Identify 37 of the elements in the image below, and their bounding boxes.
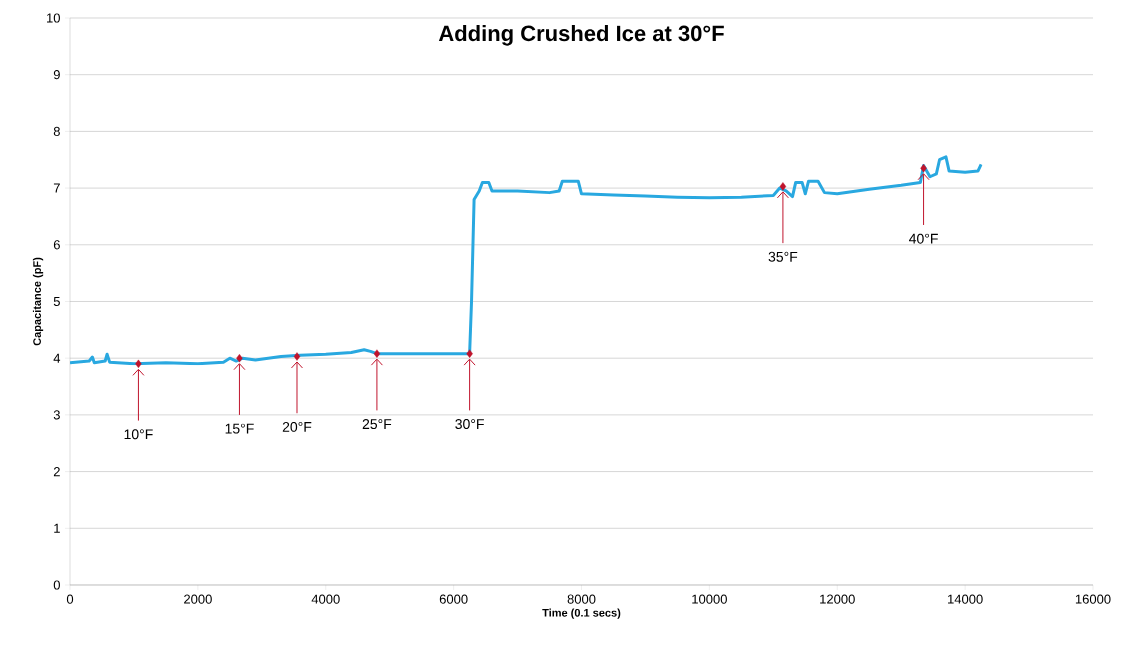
annotation: 35°F	[768, 251, 798, 262]
point	[466, 349, 473, 358]
x-axis-title: Time (0.1 secs)	[542, 608, 621, 619]
y-tick-label: 6	[53, 240, 60, 250]
x-tick-label: 8000	[567, 594, 596, 604]
chart-title: Adding Crushed Ice at 30°F	[438, 25, 724, 46]
y-tick-label: 3	[53, 410, 60, 420]
annotation: 10°F	[124, 429, 153, 440]
y-tick-label: 0	[53, 580, 60, 590]
y-axis-title: Capacitance (pF)	[32, 257, 44, 346]
annotation: 30°F	[455, 419, 484, 430]
annotation: 25°F	[362, 419, 392, 430]
point	[135, 359, 142, 369]
x-tick-label: 4000	[311, 594, 340, 604]
x-tick-label: 6000	[439, 594, 468, 604]
point	[373, 349, 381, 358]
point	[920, 164, 927, 173]
point	[236, 353, 243, 363]
point	[293, 352, 301, 361]
y-tick-label: 7	[53, 183, 60, 193]
x-tick-label: 2000	[184, 594, 212, 604]
y-tick-label: 9	[53, 70, 60, 80]
x-tick-label: 14000	[948, 594, 983, 604]
x-tick-label: 10000	[692, 594, 727, 604]
x-tick-label: 12000	[820, 594, 855, 604]
y-tick-label: 2	[53, 467, 60, 477]
y-tick-label: 4	[53, 353, 61, 363]
x-tick-label: 16000	[1075, 594, 1111, 604]
y-tick-label: 5	[53, 296, 60, 307]
x-tick-label: 0	[66, 594, 74, 604]
annotation: 15°F	[225, 423, 254, 434]
y-tick-label: 10	[47, 13, 60, 23]
y-tick-label: 8	[53, 126, 60, 136]
point	[779, 182, 787, 191]
y-tick-label: 1	[54, 523, 60, 533]
annotation: 20°F	[282, 421, 312, 432]
annotation: 40°F	[909, 233, 938, 244]
